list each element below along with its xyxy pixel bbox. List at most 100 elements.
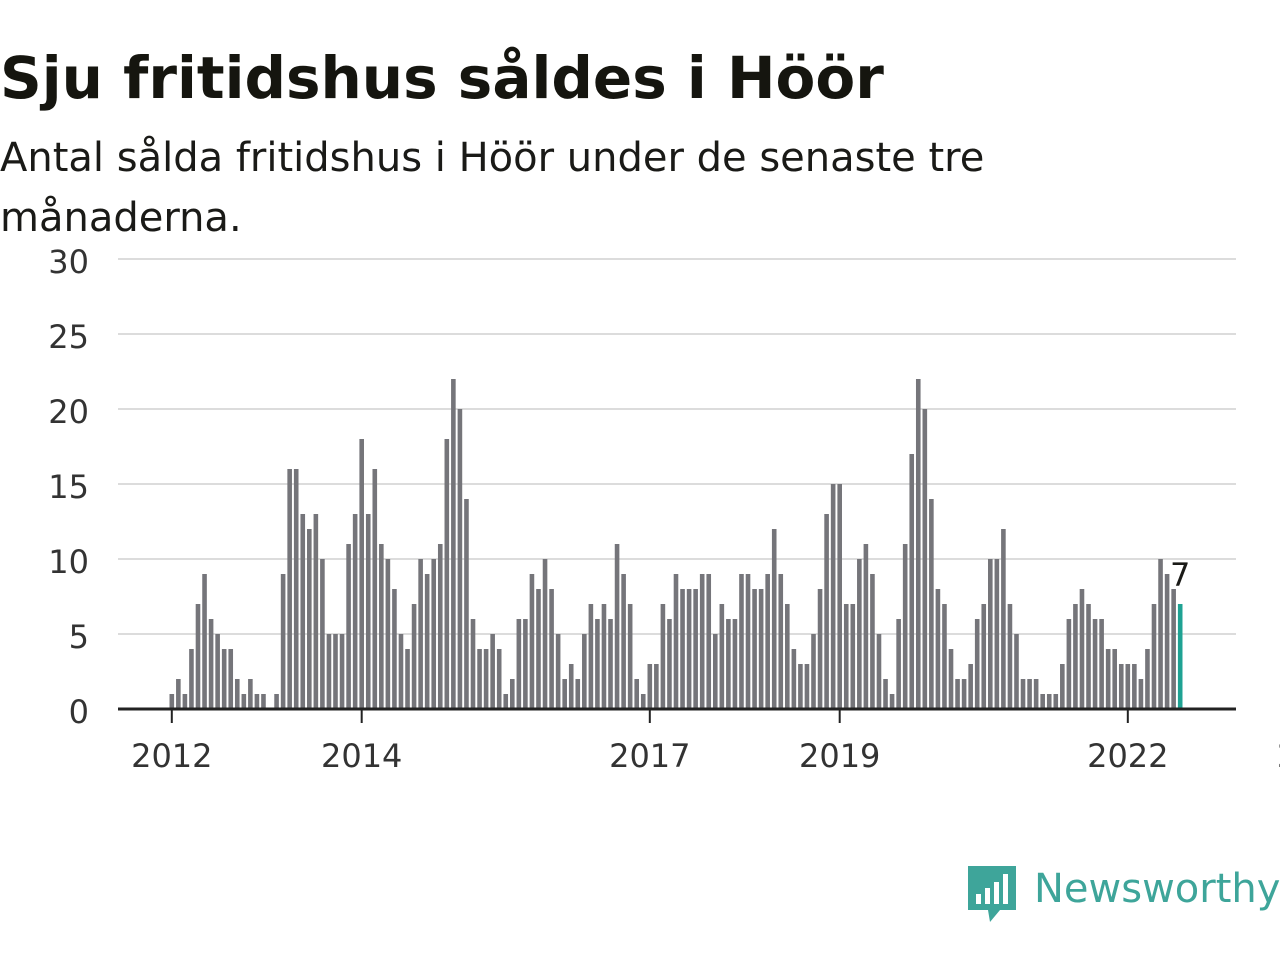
bar (673, 574, 679, 709)
bar (929, 499, 934, 709)
bar (640, 694, 646, 709)
bar (647, 664, 653, 709)
bar (686, 589, 692, 709)
bar (968, 664, 973, 709)
bar (464, 499, 469, 709)
bar (248, 679, 253, 709)
bar (680, 589, 685, 709)
bar (346, 544, 351, 709)
bar (392, 589, 397, 709)
bar (313, 514, 319, 709)
bar (1020, 679, 1026, 709)
bar (719, 604, 725, 709)
bar (195, 604, 201, 709)
bar (1001, 529, 1006, 709)
bar (359, 439, 364, 709)
x-tick-label: 2014 (321, 737, 402, 775)
bar (758, 589, 764, 709)
y-tick-label: 5 (69, 618, 89, 656)
y-tick-label: 0 (69, 693, 89, 731)
bar (791, 649, 797, 709)
bar (365, 514, 371, 709)
bar (293, 469, 299, 709)
bar (411, 604, 417, 709)
bar (398, 634, 404, 709)
bar (634, 679, 640, 709)
bar (1171, 589, 1176, 709)
bar (1014, 634, 1019, 709)
bar (536, 589, 541, 709)
bar (261, 694, 266, 709)
bar (176, 679, 181, 709)
bar (1007, 604, 1013, 709)
bar (1086, 604, 1091, 709)
bar (568, 664, 574, 709)
bar (470, 619, 476, 709)
bar (1138, 679, 1144, 709)
bar (555, 634, 561, 709)
bar (830, 484, 836, 709)
bar (274, 694, 279, 709)
bar (824, 514, 829, 709)
bar (457, 409, 463, 709)
bar (509, 679, 515, 709)
newsworthy-logo-icon (968, 866, 1016, 922)
bar (542, 559, 548, 709)
bar (307, 529, 312, 709)
bar (490, 634, 495, 709)
bar (326, 634, 332, 709)
bar (352, 514, 358, 709)
bar (588, 604, 594, 709)
bar (444, 439, 450, 709)
bar (726, 619, 731, 709)
bar (549, 589, 554, 709)
bar (333, 634, 338, 709)
bar (1079, 589, 1085, 709)
bar (621, 574, 626, 709)
bar (1164, 574, 1170, 709)
bar (339, 634, 345, 709)
bar (752, 589, 757, 709)
bar (699, 574, 705, 709)
bar (1158, 559, 1163, 709)
bar (837, 484, 842, 709)
bar (732, 619, 738, 709)
bar (1099, 619, 1104, 709)
bar (215, 634, 220, 709)
bar (863, 544, 869, 709)
bar (706, 574, 712, 709)
bar (712, 634, 718, 709)
bar (182, 694, 188, 709)
bar (935, 589, 941, 709)
x-tick-label: 2017 (609, 737, 690, 775)
bar (739, 574, 744, 709)
bar (601, 604, 607, 709)
bar (798, 664, 803, 709)
bar (418, 559, 423, 709)
bar (1040, 694, 1045, 709)
bar (896, 619, 901, 709)
bar (280, 574, 286, 709)
bar (1151, 604, 1157, 709)
data-label-last-bar: 7 (1170, 556, 1190, 594)
bar (667, 619, 672, 709)
bar (608, 619, 613, 709)
bar (1092, 619, 1098, 709)
bar (876, 634, 882, 709)
bar (575, 679, 581, 709)
bar (437, 544, 443, 709)
bar (660, 604, 666, 709)
bar (843, 604, 849, 709)
bar (424, 574, 430, 709)
bar (693, 589, 698, 709)
bar (765, 574, 770, 709)
bar (1053, 694, 1059, 709)
bar (1060, 664, 1065, 709)
bar (654, 664, 659, 709)
bar (1132, 664, 1137, 709)
bar (1177, 604, 1183, 709)
y-tick-label: 20 (48, 393, 89, 431)
bar (1145, 649, 1150, 709)
bar (1027, 679, 1032, 709)
bar (431, 559, 437, 709)
